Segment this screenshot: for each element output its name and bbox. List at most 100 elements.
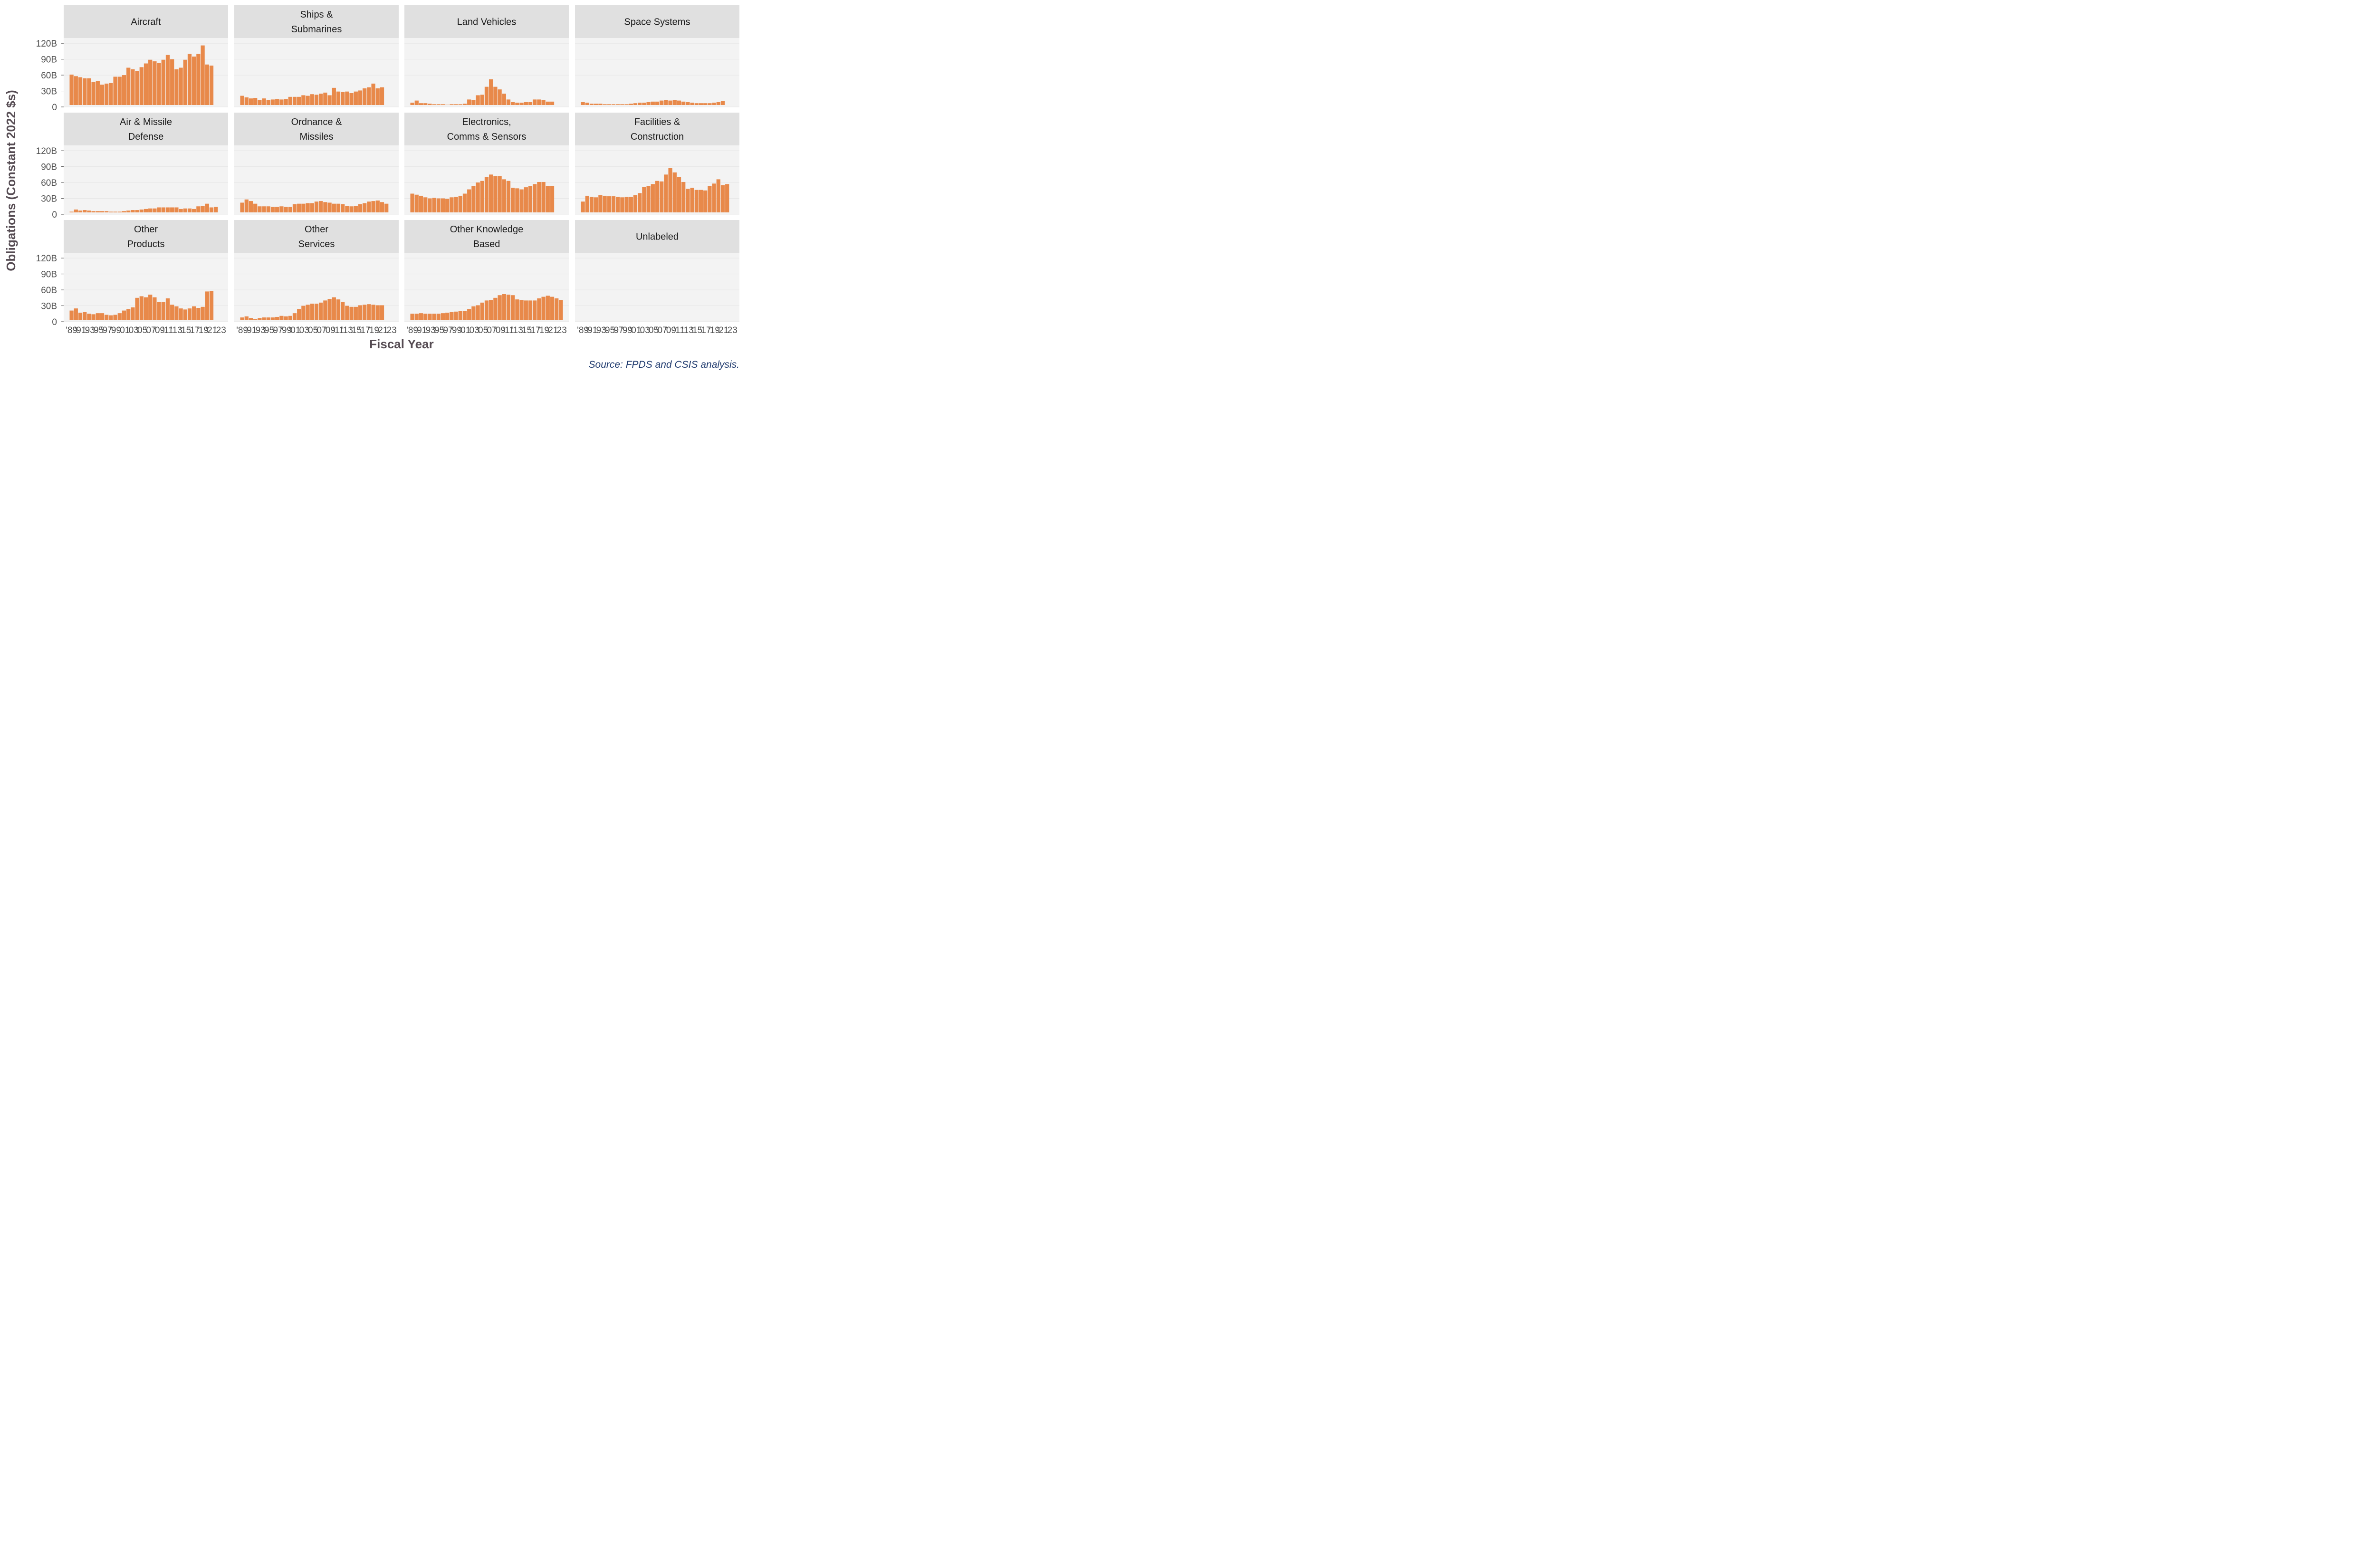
facet-title: Facilities & — [634, 117, 680, 127]
bar — [712, 103, 716, 105]
facet-strip — [575, 5, 739, 38]
bar — [345, 91, 349, 105]
bar — [638, 193, 642, 212]
bar — [183, 309, 187, 320]
bar — [196, 54, 201, 105]
bar — [122, 310, 126, 320]
bar — [546, 186, 550, 212]
bar — [249, 201, 253, 212]
bar — [192, 57, 196, 105]
bar — [117, 313, 122, 320]
x-tick-label: '07 — [144, 325, 156, 335]
bar — [716, 179, 720, 212]
x-tick-label: '05 — [306, 325, 318, 335]
bar — [306, 305, 310, 320]
bar — [323, 202, 327, 212]
facet-title: Submarines — [291, 24, 342, 35]
bar — [153, 208, 157, 212]
x-tick-label: '17 — [359, 325, 371, 335]
bar — [78, 313, 83, 320]
bar — [288, 96, 292, 105]
bar — [375, 88, 380, 105]
bar — [489, 174, 493, 212]
bar — [345, 206, 349, 212]
x-tick-label: '11 — [673, 325, 684, 335]
facet-title: Air & Missile — [120, 117, 172, 127]
bar — [668, 168, 672, 212]
y-tick-label: 120B — [36, 146, 57, 156]
bar — [533, 300, 537, 320]
bar — [546, 101, 550, 105]
bar — [515, 299, 519, 320]
bar — [157, 63, 161, 105]
facet-strip — [234, 113, 399, 145]
bar — [371, 201, 375, 212]
bar — [414, 314, 419, 320]
x-tick-label: '93 — [424, 325, 436, 335]
faceted-bar-chart: Aircraft 0 30B 60B 90B 120B Ships & Submarines L… — [4, 5, 739, 370]
bar — [91, 314, 96, 320]
bar — [258, 100, 262, 105]
facet-panel: Facilities & Construction — [575, 113, 739, 215]
bar — [537, 99, 541, 105]
x-tick-label: '97 — [612, 325, 624, 335]
bar — [598, 195, 603, 212]
bar — [550, 296, 555, 320]
bar — [349, 306, 354, 320]
x-tick-label: '13 — [511, 325, 523, 335]
bar — [454, 104, 458, 105]
bar — [423, 314, 428, 320]
bar — [699, 103, 703, 105]
bar — [423, 103, 428, 105]
y-tick-label: 90B — [41, 163, 57, 172]
bar — [528, 186, 533, 212]
bar — [96, 81, 100, 105]
bar — [306, 96, 310, 105]
bar — [336, 203, 341, 212]
bar — [594, 197, 598, 212]
bar — [703, 103, 708, 105]
bar — [506, 181, 511, 212]
bar — [677, 177, 681, 212]
bar — [533, 99, 537, 105]
bar — [471, 100, 476, 105]
bar — [703, 190, 708, 212]
bar — [279, 316, 284, 320]
bar — [306, 203, 310, 212]
bar — [436, 314, 441, 320]
facet-panel: Other Services '89'91'93'95'97'99'01'03'05… — [234, 220, 399, 335]
bar — [484, 300, 489, 320]
x-tick-label: '95 — [432, 325, 444, 335]
bar — [681, 182, 686, 212]
bar — [493, 176, 498, 212]
bar — [100, 85, 105, 105]
bar — [367, 87, 371, 105]
facet-panel: Air & Missile Defense 0 30B 60B 90B 120B — [36, 113, 228, 220]
bar — [480, 181, 484, 212]
bar — [471, 306, 476, 320]
bar — [410, 193, 414, 212]
x-tick-label: '09 — [324, 325, 335, 335]
x-tick-label: '17 — [529, 325, 541, 335]
bar — [380, 87, 384, 105]
bar — [367, 304, 371, 320]
x-tick-label: '23 — [726, 325, 738, 335]
bar — [603, 195, 607, 212]
bar — [441, 104, 445, 105]
bar — [310, 94, 314, 105]
bar — [694, 103, 699, 105]
bar — [515, 188, 519, 212]
bar — [712, 183, 716, 212]
y-tick-label: 0 — [52, 210, 57, 220]
bar — [69, 310, 74, 320]
x-tick-label: '93 — [254, 325, 266, 335]
bar — [323, 92, 327, 105]
bar — [279, 99, 284, 105]
x-tick-label: '21 — [376, 325, 388, 335]
x-tick-label: '93 — [594, 325, 606, 335]
x-tick-label: '03 — [468, 325, 479, 335]
bar — [672, 100, 677, 105]
bar — [174, 69, 179, 105]
x-tick-label: '09 — [153, 325, 165, 335]
bar — [170, 59, 174, 105]
